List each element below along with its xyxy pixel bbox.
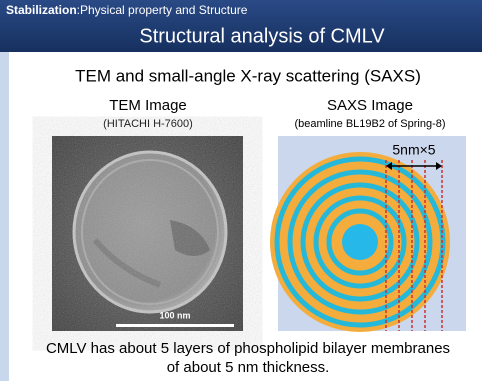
- header-label-rest: :Physical property and Structure: [77, 3, 248, 17]
- conclusion-line: of about 5 nm thickness.: [167, 359, 330, 376]
- header-title: Structural analysis of CMLV: [139, 25, 385, 47]
- header-label-bold: Stabilization: [6, 3, 77, 17]
- conclusion-line: CMLV has about 5 layers of phospholipid …: [46, 340, 450, 357]
- header-label: Stabilization:Physical property and Stru…: [6, 3, 248, 17]
- tem-image: [52, 136, 243, 331]
- slide: Stabilization:Physical property and Stru…: [0, 0, 482, 381]
- saxs-caption: (beamline BL19B2 of Spring-8): [294, 118, 445, 130]
- scale-label: 100 nm: [159, 310, 190, 320]
- saxs-title: SAXS Image: [327, 97, 413, 114]
- subtitle: TEM and small-angle X-ray scattering (SA…: [75, 66, 421, 85]
- side-stripe: [0, 52, 9, 381]
- tem-caption: (HITACHI H-7600): [103, 118, 193, 130]
- tem-title: TEM Image: [109, 97, 187, 114]
- saxs-diagram: [270, 136, 466, 332]
- saxs-annotation: 5nm×5: [392, 142, 435, 158]
